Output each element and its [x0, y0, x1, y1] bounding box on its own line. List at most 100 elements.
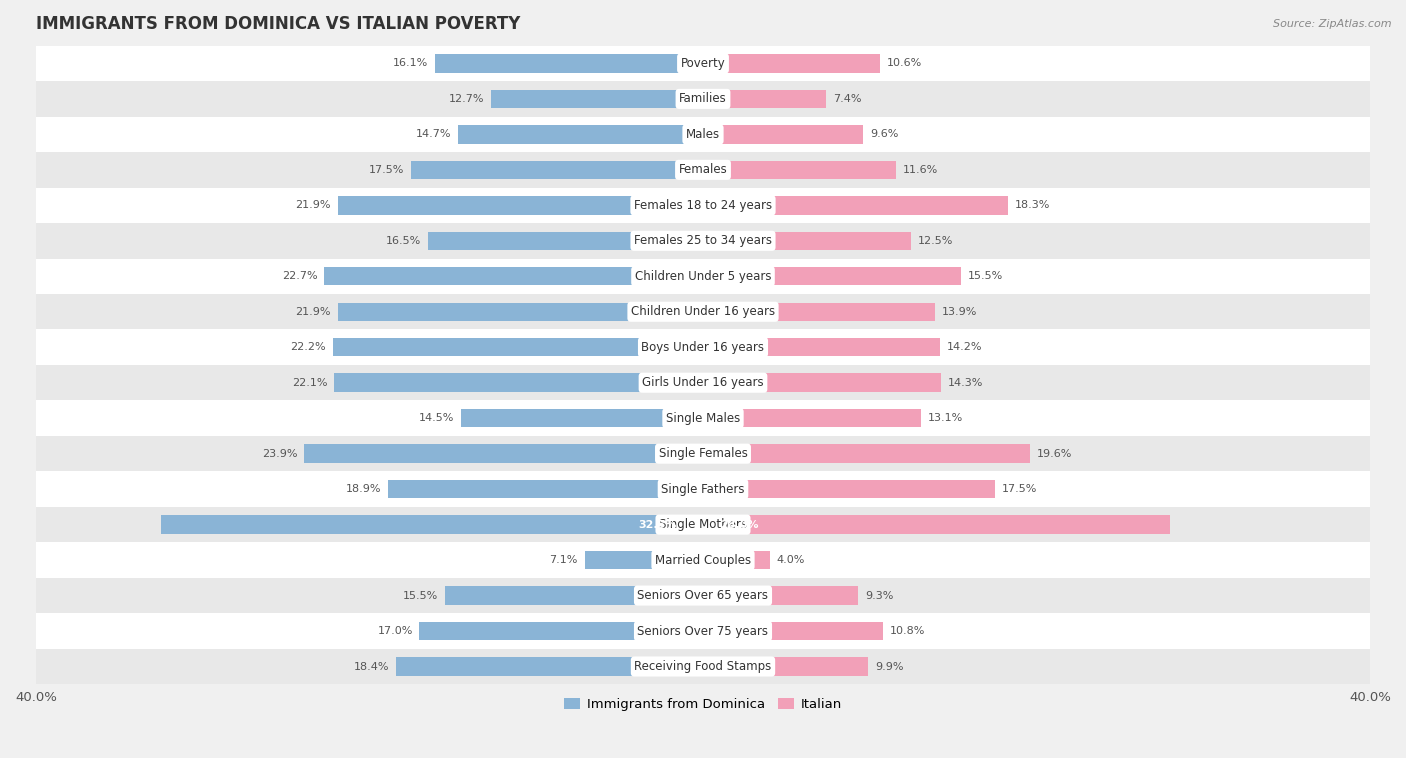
Bar: [461, 409, 703, 428]
Bar: [37, 117, 1369, 152]
Text: Females: Females: [679, 163, 727, 177]
Bar: [37, 400, 1369, 436]
Bar: [703, 657, 868, 675]
Bar: [703, 374, 942, 392]
Text: 22.2%: 22.2%: [291, 342, 326, 352]
Text: 10.8%: 10.8%: [890, 626, 925, 636]
Bar: [703, 409, 921, 428]
Text: Seniors Over 75 years: Seniors Over 75 years: [637, 625, 769, 637]
Text: 18.3%: 18.3%: [1015, 200, 1050, 210]
Text: 14.7%: 14.7%: [416, 130, 451, 139]
Bar: [703, 587, 858, 605]
Text: 9.6%: 9.6%: [870, 130, 898, 139]
Bar: [325, 267, 703, 286]
Bar: [337, 196, 703, 215]
Legend: Immigrants from Dominica, Italian: Immigrants from Dominica, Italian: [560, 692, 846, 716]
Bar: [37, 649, 1369, 684]
Text: 4.0%: 4.0%: [776, 555, 804, 565]
Bar: [396, 657, 703, 675]
Bar: [419, 622, 703, 641]
Bar: [703, 54, 880, 73]
Bar: [37, 578, 1369, 613]
Text: Source: ZipAtlas.com: Source: ZipAtlas.com: [1274, 19, 1392, 29]
Text: 19.6%: 19.6%: [1036, 449, 1071, 459]
Bar: [427, 231, 703, 250]
Text: 23.9%: 23.9%: [263, 449, 298, 459]
Text: 15.5%: 15.5%: [969, 271, 1004, 281]
Text: 16.1%: 16.1%: [392, 58, 427, 68]
Text: Families: Families: [679, 92, 727, 105]
Text: 17.0%: 17.0%: [377, 626, 413, 636]
Text: 12.7%: 12.7%: [449, 94, 485, 104]
Bar: [333, 338, 703, 356]
Text: 18.9%: 18.9%: [346, 484, 381, 494]
Text: Receiving Food Stamps: Receiving Food Stamps: [634, 660, 772, 673]
Bar: [585, 551, 703, 569]
Bar: [703, 444, 1029, 463]
Text: 28.0%: 28.0%: [720, 520, 759, 530]
Bar: [37, 187, 1369, 223]
Bar: [703, 622, 883, 641]
Text: 13.9%: 13.9%: [942, 307, 977, 317]
Bar: [37, 223, 1369, 258]
Text: Females 25 to 34 years: Females 25 to 34 years: [634, 234, 772, 247]
Text: Females 18 to 24 years: Females 18 to 24 years: [634, 199, 772, 211]
Bar: [444, 587, 703, 605]
Bar: [37, 258, 1369, 294]
Bar: [37, 365, 1369, 400]
Text: 15.5%: 15.5%: [402, 590, 437, 600]
Text: 18.4%: 18.4%: [354, 662, 389, 672]
Bar: [703, 231, 911, 250]
Bar: [37, 471, 1369, 507]
Text: Children Under 16 years: Children Under 16 years: [631, 305, 775, 318]
Text: Males: Males: [686, 128, 720, 141]
Bar: [37, 330, 1369, 365]
Text: Boys Under 16 years: Boys Under 16 years: [641, 341, 765, 354]
Bar: [37, 45, 1369, 81]
Text: 7.4%: 7.4%: [834, 94, 862, 104]
Bar: [703, 551, 769, 569]
Text: 14.5%: 14.5%: [419, 413, 454, 423]
Bar: [411, 161, 703, 179]
Bar: [305, 444, 703, 463]
Text: 32.5%: 32.5%: [638, 520, 676, 530]
Text: 13.1%: 13.1%: [928, 413, 963, 423]
Text: 14.3%: 14.3%: [948, 377, 984, 387]
Text: 9.9%: 9.9%: [875, 662, 903, 672]
Bar: [37, 152, 1369, 187]
Bar: [703, 125, 863, 143]
Bar: [703, 267, 962, 286]
Bar: [37, 613, 1369, 649]
Text: Single Mothers: Single Mothers: [659, 518, 747, 531]
Text: Single Fathers: Single Fathers: [661, 483, 745, 496]
Text: Poverty: Poverty: [681, 57, 725, 70]
Text: 12.5%: 12.5%: [918, 236, 953, 246]
Bar: [337, 302, 703, 321]
Bar: [703, 515, 1170, 534]
Text: Married Couples: Married Couples: [655, 553, 751, 566]
Text: 14.2%: 14.2%: [946, 342, 981, 352]
Bar: [703, 480, 995, 498]
Bar: [37, 436, 1369, 471]
Bar: [335, 374, 703, 392]
Text: 22.7%: 22.7%: [283, 271, 318, 281]
Bar: [703, 302, 935, 321]
Bar: [434, 54, 703, 73]
Bar: [458, 125, 703, 143]
Text: Single Females: Single Females: [658, 447, 748, 460]
Text: IMMIGRANTS FROM DOMINICA VS ITALIAN POVERTY: IMMIGRANTS FROM DOMINICA VS ITALIAN POVE…: [37, 15, 520, 33]
Text: Seniors Over 65 years: Seniors Over 65 years: [637, 589, 769, 602]
Text: 11.6%: 11.6%: [903, 164, 938, 175]
Bar: [37, 81, 1369, 117]
Text: 22.1%: 22.1%: [292, 377, 328, 387]
Bar: [703, 89, 827, 108]
Bar: [703, 338, 939, 356]
Bar: [388, 480, 703, 498]
Bar: [37, 507, 1369, 542]
Text: 17.5%: 17.5%: [370, 164, 405, 175]
Bar: [703, 161, 897, 179]
Text: 7.1%: 7.1%: [550, 555, 578, 565]
Bar: [37, 294, 1369, 330]
Bar: [491, 89, 703, 108]
Bar: [37, 542, 1369, 578]
